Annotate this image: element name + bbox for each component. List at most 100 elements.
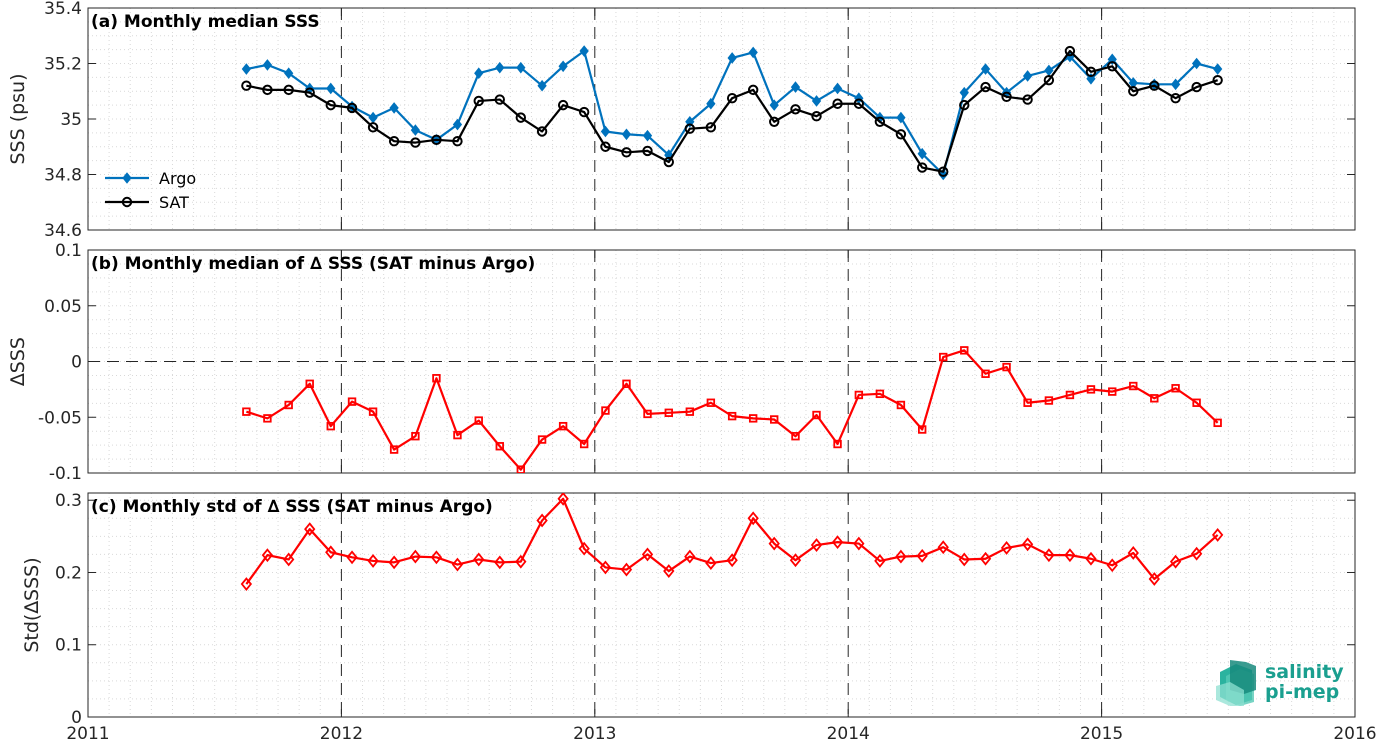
delta-data-point <box>599 560 612 575</box>
y-tick-label: -0.05 <box>38 408 82 428</box>
sat-data-point <box>410 137 421 148</box>
argo-data-point <box>558 60 568 73</box>
sat-data-point <box>600 141 611 152</box>
panel-title: (a) Monthly median SSS <box>91 12 320 32</box>
argo-data-point <box>1170 78 1181 91</box>
sat-data-point <box>747 84 759 96</box>
argo-data-point <box>811 95 822 107</box>
argo-data-point <box>769 99 779 111</box>
x-tick-label: 2015 <box>1080 724 1123 744</box>
y-tick-label: 35.4 <box>44 0 82 19</box>
logo-emblem-icon <box>1216 660 1256 706</box>
series-group <box>241 45 1223 181</box>
argo-series-line <box>246 49 1218 176</box>
delta-data-point <box>896 400 906 410</box>
grid <box>88 249 1355 474</box>
sat-data-point <box>916 162 928 173</box>
delta-data-point <box>430 550 443 565</box>
delta-data-point <box>1211 527 1224 542</box>
argo-data-point <box>495 61 505 74</box>
delta-series-line <box>246 349 1219 471</box>
argo-data-point <box>368 111 378 124</box>
legend: Argo SAT <box>105 169 196 212</box>
sat-data-point <box>431 134 442 146</box>
delta-data-point <box>937 540 949 555</box>
sat-data-point <box>494 94 505 105</box>
sat-data-point <box>1149 80 1160 91</box>
series-group <box>240 493 1224 591</box>
argo-data-point <box>980 63 991 75</box>
delta-data-point <box>1064 548 1076 563</box>
delta-data-point <box>473 552 485 567</box>
delta-data-point <box>981 369 990 378</box>
sat-data-point <box>388 136 400 147</box>
delta-data-point <box>409 549 422 564</box>
delta-data-point <box>1169 554 1182 569</box>
delta-data-point <box>641 547 654 562</box>
sat-data-point <box>705 122 717 133</box>
x-tick-label: 2013 <box>573 724 616 744</box>
y-tick-label: 34.8 <box>44 166 82 186</box>
delta-data-point <box>494 555 506 570</box>
sat-data-point <box>663 156 674 168</box>
sat-data-point <box>790 104 801 115</box>
y-tick-label: 35 <box>60 110 82 130</box>
delta-data-point <box>685 407 695 416</box>
delta-data-point <box>810 538 823 552</box>
delta-data-point <box>1171 384 1180 393</box>
delta-data-point <box>558 421 568 431</box>
panel-title: (c) Monthly std of ∆ SSS (SAT minus Argo… <box>91 497 493 517</box>
legend-label: Argo <box>159 169 196 188</box>
grid <box>88 7 1355 231</box>
delta-data-point <box>240 577 253 591</box>
panel-c-monthly-std-delta-sss: 0 0.1 0.2 0.3 2011 2012 2013 2014 2015 2016 Std(∆S… <box>21 491 1377 744</box>
argo-data-point <box>452 118 463 131</box>
x-tick-label: 2014 <box>827 724 870 744</box>
delta-data-point <box>916 548 928 563</box>
delta-data-point <box>536 513 548 528</box>
delta-data-point <box>1002 362 1011 372</box>
sat-data-point <box>895 129 907 140</box>
delta-data-point <box>515 554 527 569</box>
delta-data-point <box>389 445 399 454</box>
argo-data-point <box>579 45 589 57</box>
delta-data-point <box>388 555 400 570</box>
argo-data-point <box>537 79 547 92</box>
delta-data-point <box>557 493 569 506</box>
sat-data-point <box>1128 86 1139 97</box>
sat-data-point <box>769 116 780 127</box>
sat-series-line <box>246 49 1219 173</box>
sat-data-point <box>473 95 484 107</box>
delta-data-point <box>833 439 842 449</box>
argo-data-point <box>727 52 737 64</box>
delta-data-point <box>432 374 441 383</box>
delta-data-point <box>831 535 844 550</box>
delta-data-point <box>1044 396 1054 405</box>
delta-data-point <box>979 551 992 566</box>
delta-data-point <box>960 346 969 355</box>
sat-data-point <box>578 106 590 118</box>
sat-data-point <box>557 99 569 111</box>
sat-data-point <box>959 99 970 111</box>
grid <box>88 493 1355 718</box>
sat-data-point <box>1085 66 1097 78</box>
delta-data-point <box>261 548 274 563</box>
delta-data-point <box>705 556 717 571</box>
y-axis: 34.6 34.8 35 35.2 35.4 <box>44 0 1356 241</box>
delta-data-point <box>495 442 504 451</box>
argo-data-point <box>241 63 252 75</box>
argo-data-point <box>389 102 399 114</box>
y-axis: 0 0.1 0.2 0.3 2011 2012 2013 2014 2015 2016 <box>55 491 1377 744</box>
delta-data-point <box>1043 548 1055 563</box>
delta-data-point <box>304 522 316 537</box>
y-tick-label: 34.6 <box>44 221 82 241</box>
sat-data-point <box>832 98 843 109</box>
y-axis-label: Std(∆SSS) <box>21 557 43 652</box>
delta-data-point <box>367 554 379 568</box>
sat-data-point <box>515 112 527 123</box>
delta-data-point <box>1127 546 1139 560</box>
argo-data-point <box>959 86 969 99</box>
sat-data-point <box>1170 92 1181 104</box>
delta-data-point <box>643 409 652 419</box>
